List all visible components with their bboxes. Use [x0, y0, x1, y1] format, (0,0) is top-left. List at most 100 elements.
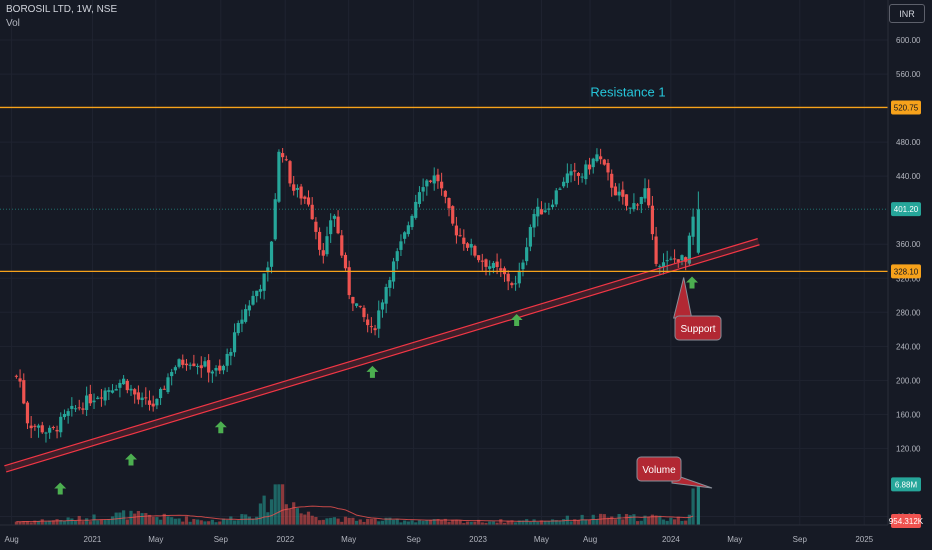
candle-body [421, 187, 425, 192]
candle-body [247, 305, 251, 311]
volume-bar [462, 523, 466, 525]
candle-body [543, 210, 547, 213]
candle-body [517, 270, 521, 284]
volume-bar [188, 521, 192, 525]
volume-bar [44, 521, 48, 525]
volume-bar [277, 484, 281, 525]
volume-bar [166, 516, 170, 525]
candle-body [240, 319, 244, 324]
candle-body [532, 214, 536, 228]
volume-bar [70, 518, 74, 525]
candle-body [114, 389, 118, 391]
last-price-label: 401.20 [894, 205, 919, 214]
candle-body [377, 310, 381, 329]
volume-bar [550, 519, 555, 525]
candle-body [303, 196, 307, 199]
candle-body [136, 392, 141, 400]
volume-bar [417, 520, 422, 525]
candle-body [184, 363, 189, 366]
candle-body [506, 273, 510, 282]
candle-body [129, 388, 133, 391]
up-arrow-icon [214, 421, 227, 434]
candle-body [513, 283, 518, 285]
candle-body [602, 159, 606, 165]
candle-body [495, 261, 499, 268]
candle-body [447, 198, 451, 209]
candle-body [477, 255, 481, 261]
volume-bar [654, 515, 658, 525]
y-tick-label: 560.00 [896, 70, 921, 79]
candle-body [251, 295, 255, 305]
volume-bar [506, 520, 510, 525]
candle-body [414, 201, 418, 218]
volume-bar [299, 513, 303, 525]
candle-body [547, 208, 551, 210]
volume-bar [410, 520, 414, 525]
candle-body [44, 432, 48, 434]
volume-bar [29, 522, 33, 525]
candles-group [14, 147, 700, 443]
support-price-label: 328.10 [894, 267, 919, 276]
volume-bar [66, 517, 70, 525]
candle-body [55, 429, 59, 432]
volume-bar [36, 520, 41, 525]
volume-bar [155, 517, 159, 525]
candle-body [358, 305, 362, 307]
candle-body [147, 400, 152, 405]
volume-bar [558, 520, 562, 525]
volume-bar [147, 514, 152, 525]
volume-bar [247, 516, 251, 525]
volume-bar [480, 522, 484, 525]
volume-bar [140, 513, 144, 525]
volume-bar [528, 521, 532, 525]
volume-bar [454, 519, 459, 525]
candle-body [610, 173, 614, 188]
candle-body [347, 267, 351, 296]
up-arrow-icon [125, 453, 138, 466]
candle-body [661, 262, 666, 267]
volume-bar [251, 518, 255, 525]
volume-bar [329, 517, 333, 525]
volume-bar [281, 484, 285, 525]
volume-bar [488, 521, 492, 525]
support-price-tag [891, 264, 921, 279]
volume-bar [236, 520, 240, 525]
volume-bar [606, 517, 610, 525]
candle-body [617, 191, 621, 196]
candle-body [162, 388, 166, 390]
up-arrow-icon [510, 313, 523, 326]
volume-bar [610, 516, 614, 525]
volume-bar [366, 518, 370, 525]
candle-body [521, 262, 525, 270]
volume-bar [62, 521, 67, 525]
candle-body [107, 390, 111, 392]
volume-bar [347, 517, 351, 525]
candle-body [362, 307, 366, 318]
candle-body [458, 235, 462, 237]
volume-bar [617, 513, 621, 525]
candle-body [465, 243, 470, 248]
volume-bar [284, 504, 288, 525]
candle-body [469, 243, 473, 248]
candle-body [343, 254, 348, 269]
resistance-price-label: 520.75 [894, 103, 919, 112]
candle-body [66, 411, 70, 416]
currency-button[interactable]: INR [889, 4, 925, 23]
candle-body [440, 181, 444, 189]
volume-bar [414, 522, 418, 525]
volume-bar [425, 520, 429, 525]
candle-body [366, 319, 370, 326]
candle-body [687, 235, 691, 264]
volume-bar [499, 519, 503, 525]
candle-body [399, 241, 403, 250]
candle-body [395, 251, 399, 262]
volume-bar [562, 519, 566, 525]
volume-bar [110, 516, 115, 525]
candle-body [599, 156, 603, 160]
candle-body [236, 322, 240, 334]
candle-body [696, 209, 700, 253]
y-tick-label: 120.00 [896, 444, 921, 453]
up-arrow-icon [686, 276, 699, 289]
candle-body [22, 380, 26, 404]
